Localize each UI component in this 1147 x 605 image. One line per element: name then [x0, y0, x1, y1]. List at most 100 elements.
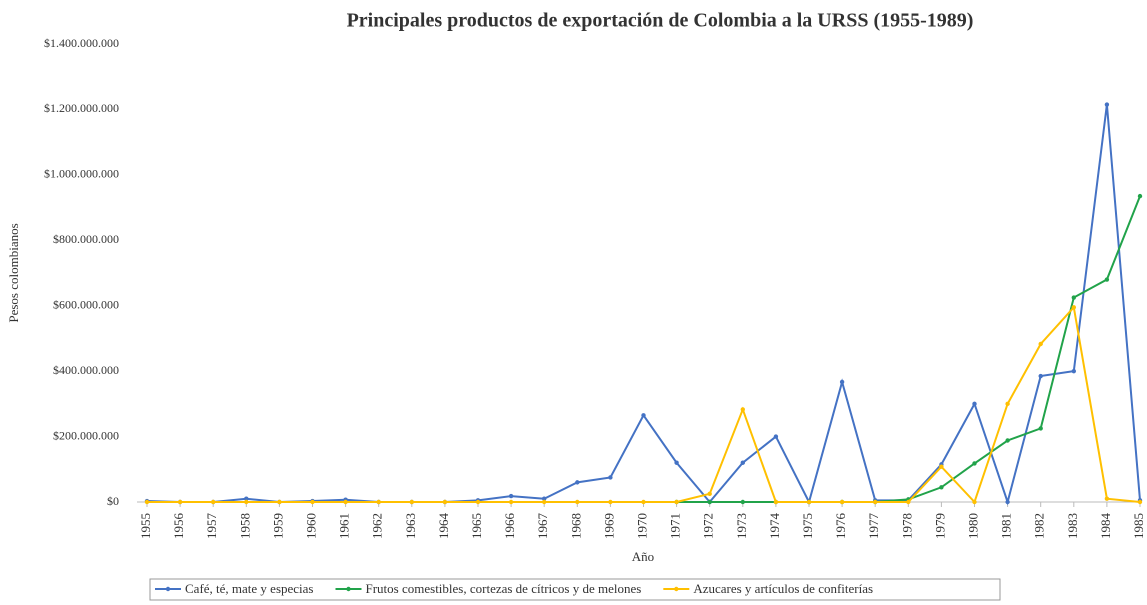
data-point: [707, 499, 712, 505]
data-point: [1005, 438, 1010, 443]
data-point: [1137, 499, 1143, 505]
legend-label: Azucares y artículos de confiterías: [693, 581, 873, 596]
data-point: [1038, 373, 1043, 379]
y-tick-label: $0: [107, 494, 119, 508]
data-point: [211, 499, 216, 505]
x-tick-label: 1956: [171, 513, 186, 540]
y-tick-label: $600.000.000: [53, 297, 119, 311]
data-point: [409, 499, 414, 505]
data-point: [542, 496, 547, 501]
x-tick-label: 1969: [601, 513, 616, 539]
data-point: [508, 499, 514, 505]
x-tick-label: 1977: [866, 513, 881, 540]
y-tick-label: $1.400.000.000: [44, 36, 119, 50]
data-point: [839, 379, 845, 385]
data-point: [707, 491, 712, 497]
y-tick-label: $400.000.000: [53, 363, 119, 377]
x-tick-label: 1974: [767, 513, 782, 540]
data-point: [244, 499, 249, 505]
data-point: [641, 499, 646, 505]
series-line: [146, 104, 1141, 506]
y-tick-label: $1.000.000.000: [44, 167, 119, 181]
data-point: [740, 460, 745, 465]
data-point: [508, 493, 514, 499]
data-point: [475, 499, 481, 505]
x-tick-label: 1961: [337, 513, 352, 539]
data-point: [972, 401, 977, 407]
data-point: [1104, 496, 1110, 501]
x-tick-label: 1973: [734, 513, 749, 539]
x-axis-label: Año: [632, 549, 654, 564]
data-point: [542, 499, 547, 505]
x-tick-label: 1971: [668, 513, 683, 539]
data-point: [1071, 295, 1077, 300]
x-tick-label: 1968: [568, 513, 583, 539]
x-tick-label: 1970: [634, 513, 649, 539]
data-point: [641, 413, 646, 418]
data-point: [939, 464, 944, 469]
data-point: [806, 499, 812, 505]
x-tick-label: 1960: [303, 513, 318, 539]
data-point: [1005, 499, 1010, 505]
data-point: [608, 475, 613, 480]
data-point: [376, 499, 381, 505]
data-point: [177, 499, 183, 505]
data-point: [939, 485, 944, 490]
data-point: [873, 499, 878, 505]
data-point: [906, 499, 911, 505]
x-tick-label: 1975: [800, 513, 815, 539]
data-point: [1005, 401, 1010, 407]
x-tick-label: 1978: [899, 513, 914, 539]
x-tick-label: 1983: [1065, 513, 1080, 539]
data-point: [740, 407, 745, 412]
series-line: [676, 195, 1141, 503]
data-point: [674, 460, 679, 465]
x-tick-label: 1966: [502, 513, 517, 540]
legend-label: Frutos comestibles, cortezas de cítricos…: [366, 581, 642, 596]
legend-box: [149, 578, 1001, 601]
data-point: [575, 499, 580, 505]
chart-title: Principales productos de exportación de …: [347, 10, 974, 32]
data-point: [1071, 305, 1077, 310]
data-point: [1137, 193, 1143, 199]
data-point: [144, 499, 150, 505]
data-point: [773, 499, 779, 505]
data-point: [1104, 277, 1110, 282]
data-point: [310, 499, 315, 505]
data-point: [277, 499, 282, 505]
series-line: [147, 305, 1141, 504]
legend-label: Café, té, mate y especias: [185, 581, 314, 596]
x-tick-label: 1967: [535, 513, 550, 540]
data-point: [1104, 102, 1110, 107]
data-point: [575, 480, 580, 485]
data-point: [1038, 341, 1043, 347]
y-axis-label: Pesos colombianos: [6, 223, 21, 322]
x-tick-label: 1958: [237, 513, 252, 539]
data-point: [1038, 426, 1043, 431]
y-tick-label: $800.000.000: [53, 232, 119, 246]
x-tick-label: 1957: [204, 513, 219, 540]
data-point: [608, 499, 613, 505]
data-point: [972, 461, 977, 466]
x-tick-label: 1981: [999, 513, 1014, 539]
x-tick-label: 1962: [370, 513, 385, 539]
x-tick-label: 1955: [138, 513, 153, 539]
data-point: [839, 499, 845, 505]
x-tick-label: 1964: [436, 513, 451, 540]
x-tick-label: 1965: [469, 513, 484, 539]
x-tick-label: 1985: [1131, 513, 1146, 539]
x-tick-label: 1963: [403, 513, 418, 539]
data-point: [244, 496, 249, 501]
data-point: [740, 499, 745, 505]
x-tick-label: 1959: [270, 513, 285, 539]
x-tick-label: 1984: [1098, 513, 1113, 540]
y-tick-label: $1.200.000.000: [44, 101, 119, 115]
legend-marker: [674, 586, 679, 592]
data-point: [674, 499, 679, 505]
data-point: [442, 499, 448, 505]
x-tick-label: 1972: [701, 513, 716, 539]
x-tick-label: 1976: [833, 513, 848, 540]
legend-marker: [165, 586, 171, 592]
x-tick-label: 1980: [965, 513, 980, 539]
